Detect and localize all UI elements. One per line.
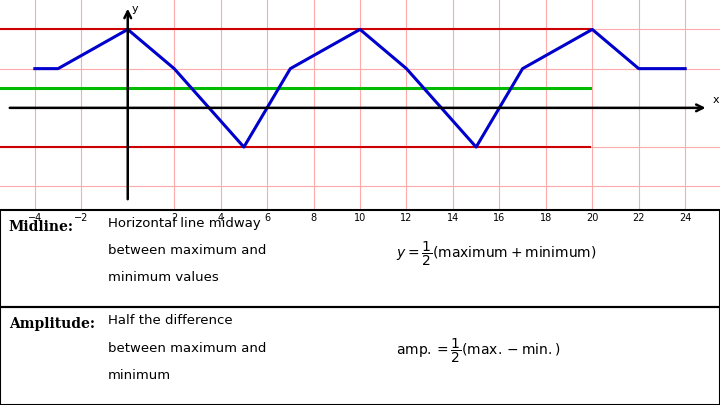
Text: y: y [131, 4, 138, 14]
Text: $\mathrm{amp.} = \dfrac{1}{2}(\mathrm{max. - min.})$: $\mathrm{amp.} = \dfrac{1}{2}(\mathrm{ma… [396, 337, 561, 365]
Text: between maximum and: between maximum and [108, 341, 266, 354]
Text: x: x [713, 95, 720, 105]
Text: between maximum and: between maximum and [108, 244, 266, 257]
Text: minimum: minimum [108, 369, 171, 382]
Text: minimum values: minimum values [108, 271, 219, 284]
Text: Amplitude:: Amplitude: [9, 317, 94, 331]
Text: $y = \dfrac{1}{2}(\mathrm{maximum + minimum})$: $y = \dfrac{1}{2}(\mathrm{maximum + mini… [396, 240, 597, 268]
Text: Half the difference: Half the difference [108, 314, 233, 327]
Text: Midline:: Midline: [9, 220, 73, 234]
Text: Horizontal line midway: Horizontal line midway [108, 217, 261, 230]
